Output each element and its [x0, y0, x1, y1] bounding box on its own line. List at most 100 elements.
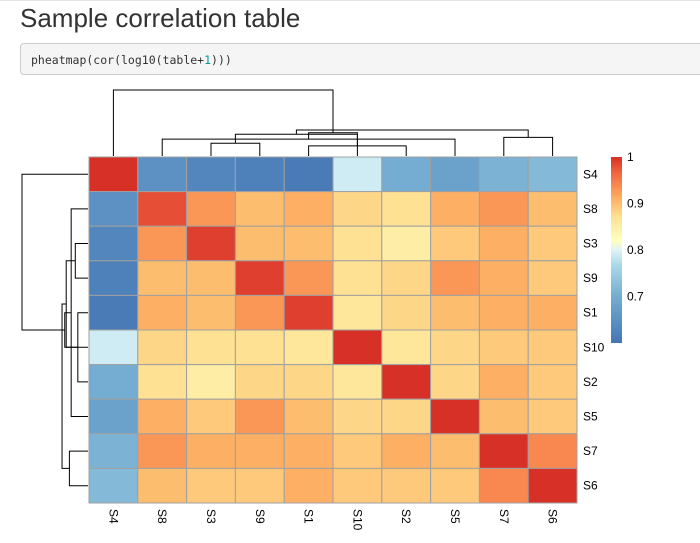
heatmap-cell — [283, 329, 334, 366]
heatmap-cell — [478, 433, 529, 469]
heatmap-cell — [137, 364, 188, 400]
dendrogram-branch — [61, 303, 70, 469]
dendrogram-branch — [74, 243, 88, 279]
row-label: S3 — [583, 237, 598, 251]
heatmap-cell — [283, 433, 334, 469]
page-title: Sample correlation table — [20, 3, 301, 33]
heatmap-cell — [234, 398, 285, 435]
heatmap-cell — [137, 260, 188, 296]
heatmap-cell — [430, 364, 480, 400]
heatmap-cell — [137, 156, 188, 193]
heatmap-cell — [430, 260, 480, 296]
heatmap-cell — [381, 294, 432, 331]
heatmap-cell — [430, 191, 480, 227]
column-label: S2 — [399, 509, 413, 524]
heatmap-cell — [186, 433, 236, 469]
legend-tick-label: 0.9 — [627, 197, 644, 211]
heatmap-cell — [478, 294, 529, 331]
heatmap-cell — [381, 433, 432, 469]
heatmap-cell — [332, 260, 383, 296]
column-label: S5 — [448, 509, 462, 524]
heatmap-cell — [186, 364, 236, 400]
heatmap-cell — [527, 467, 578, 504]
heatmap-cell — [186, 156, 236, 193]
row-label: S4 — [583, 167, 598, 181]
heatmap-cell — [478, 467, 529, 504]
heatmap-cell — [381, 191, 432, 227]
heatmap-cell — [234, 467, 285, 504]
heatmap-cell — [137, 191, 188, 227]
heatmap-cell — [478, 156, 529, 193]
color-legend: 1 0.9 0.8 0.7 — [611, 150, 644, 343]
heatmap-cell — [137, 467, 188, 504]
dendrogram-branch — [70, 208, 88, 417]
legend-tick-label: 1 — [627, 150, 634, 164]
heatmap-cell — [234, 433, 285, 469]
heatmap-cell — [430, 329, 480, 366]
dendrogram-branch — [65, 260, 78, 348]
heatmap-cell — [332, 364, 383, 400]
legend-tick-label: 0.7 — [627, 290, 644, 304]
column-label: S3 — [204, 509, 218, 524]
column-label: S8 — [155, 509, 169, 524]
column-label: S1 — [302, 509, 316, 524]
heatmap-cell — [88, 260, 139, 296]
heatmap-cell — [88, 156, 139, 193]
column-label: S10 — [350, 509, 364, 531]
heatmap-cell — [234, 329, 285, 366]
heatmap-cells — [88, 156, 578, 504]
row-label: S9 — [583, 271, 598, 285]
heatmap-cell — [137, 294, 188, 331]
dendrogram-branch — [21, 173, 88, 331]
row-label: S5 — [583, 410, 598, 424]
heatmap-cell — [478, 398, 529, 435]
heatmap-cell — [283, 398, 334, 435]
heatmap-cell — [478, 364, 529, 400]
heatmap-cell — [137, 329, 188, 366]
dendrogram-branch — [68, 450, 88, 487]
heatmap-cell — [527, 156, 578, 193]
dendrogram-branch — [210, 142, 261, 156]
heatmap-cell — [88, 191, 139, 227]
heatmap-cell — [283, 467, 334, 504]
heatmap-cell — [283, 294, 334, 331]
heatmap-cell — [430, 398, 480, 435]
heatmap-cell — [527, 364, 578, 400]
heatmap-cell — [381, 156, 432, 193]
heatmap-cell — [430, 156, 480, 193]
column-label: S7 — [497, 509, 511, 524]
dendrogram-branch — [503, 136, 554, 156]
heatmap-cell — [430, 294, 480, 331]
heatmap-cell — [88, 364, 139, 400]
heatmap-cell — [186, 398, 236, 435]
code-block: pheatmap(cor(log10(table+1))) — [20, 43, 700, 75]
heatmap-cell — [137, 225, 188, 262]
row-dendrogram — [21, 173, 88, 487]
heatmap-cell — [332, 398, 383, 435]
heatmap-cell — [381, 364, 432, 400]
heatmap-cell — [186, 329, 236, 366]
heatmap-cell — [88, 225, 139, 262]
legend-tick-label: 0.8 — [627, 243, 644, 257]
heatmap-cell — [332, 329, 383, 366]
dendrogram-branch — [112, 89, 334, 156]
code-prefix: pheatmap(cor(log10(table+ — [31, 53, 205, 67]
dendrogram-branch — [308, 132, 358, 156]
row-label: S1 — [583, 306, 598, 320]
heatmap-cell — [88, 398, 139, 435]
dendrogram-branch — [64, 312, 88, 348]
heatmap-cell — [283, 260, 334, 296]
row-labels: S4 S8 S3 S9 S1 S10 S2 S5 S7 S6 — [583, 167, 605, 492]
heatmap-cell — [186, 467, 236, 504]
heatmap-cell — [527, 398, 578, 435]
heatmap-cell — [381, 467, 432, 504]
heatmap-cell — [430, 433, 480, 469]
heatmap-cell — [527, 225, 578, 262]
row-label: S7 — [583, 444, 598, 458]
heatmap-cell — [283, 191, 334, 227]
dendrogram-branch — [295, 129, 529, 138]
top-divider — [0, 0, 700, 1]
heatmap-cell — [478, 191, 529, 227]
column-label: S6 — [546, 509, 560, 524]
heatmap-cell — [88, 294, 139, 331]
